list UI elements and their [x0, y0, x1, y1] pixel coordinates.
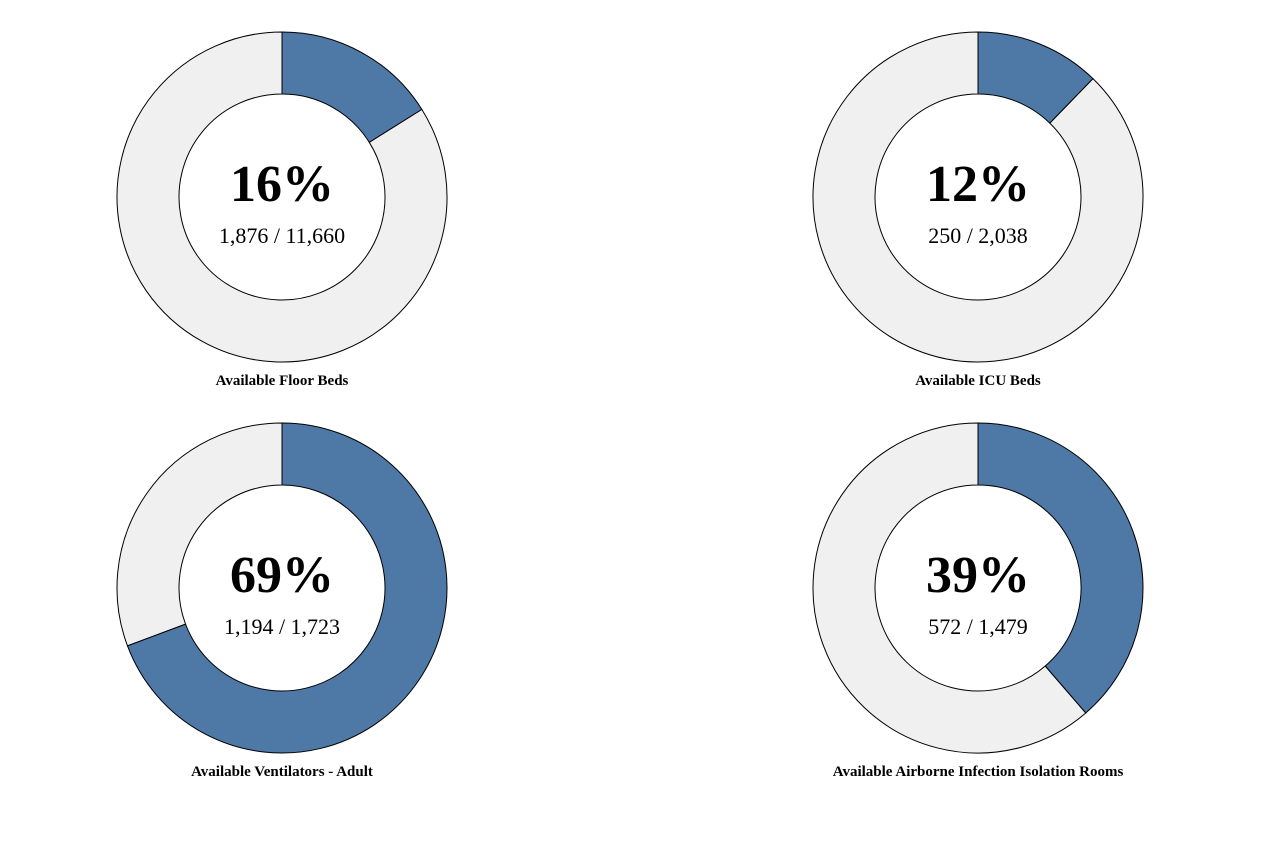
- donut-slice-available: [977, 422, 1144, 714]
- donut-fraction: 1,194 / 1,723: [224, 614, 340, 639]
- donut-label: Available Ventilators - Adult: [191, 764, 373, 780]
- donut-slice-available: [977, 31, 1094, 124]
- donut-slice-remaining: [812, 422, 1087, 754]
- donut-label: Available ICU Beds: [915, 373, 1041, 389]
- donut-fraction: 1,876 / 11,660: [219, 223, 345, 248]
- donut-fraction: 250 / 2,038: [928, 223, 1028, 248]
- donut-slice-remaining: [116, 422, 283, 647]
- donut-slice-available: [281, 31, 423, 143]
- donut-fraction: 572 / 1,479: [928, 614, 1028, 639]
- donut-slice-remaining: [116, 31, 448, 363]
- donut-percent: 12%: [926, 156, 1030, 213]
- donut-slice-remaining: [812, 31, 1144, 363]
- donut-label: Available Airborne Infection Isolation R…: [833, 764, 1124, 780]
- donut-chart: 12% 250 / 2,038 Available ICU Beds: [812, 31, 1144, 389]
- donut-label: Available Floor Beds: [216, 373, 349, 389]
- donut-chart: 16% 1,876 / 11,660 Available Floor Beds: [116, 31, 448, 389]
- donut-chart: 39% 572 / 1,479 Available Airborne Infecti…: [812, 422, 1144, 780]
- donut-percent: 69%: [230, 547, 334, 604]
- donut-percent: 16%: [230, 156, 334, 213]
- donut-percent: 39%: [926, 547, 1030, 604]
- donut-chart: 69% 1,194 / 1,723 Available Ventilators - …: [116, 422, 448, 780]
- donut-slice-available: [126, 422, 448, 754]
